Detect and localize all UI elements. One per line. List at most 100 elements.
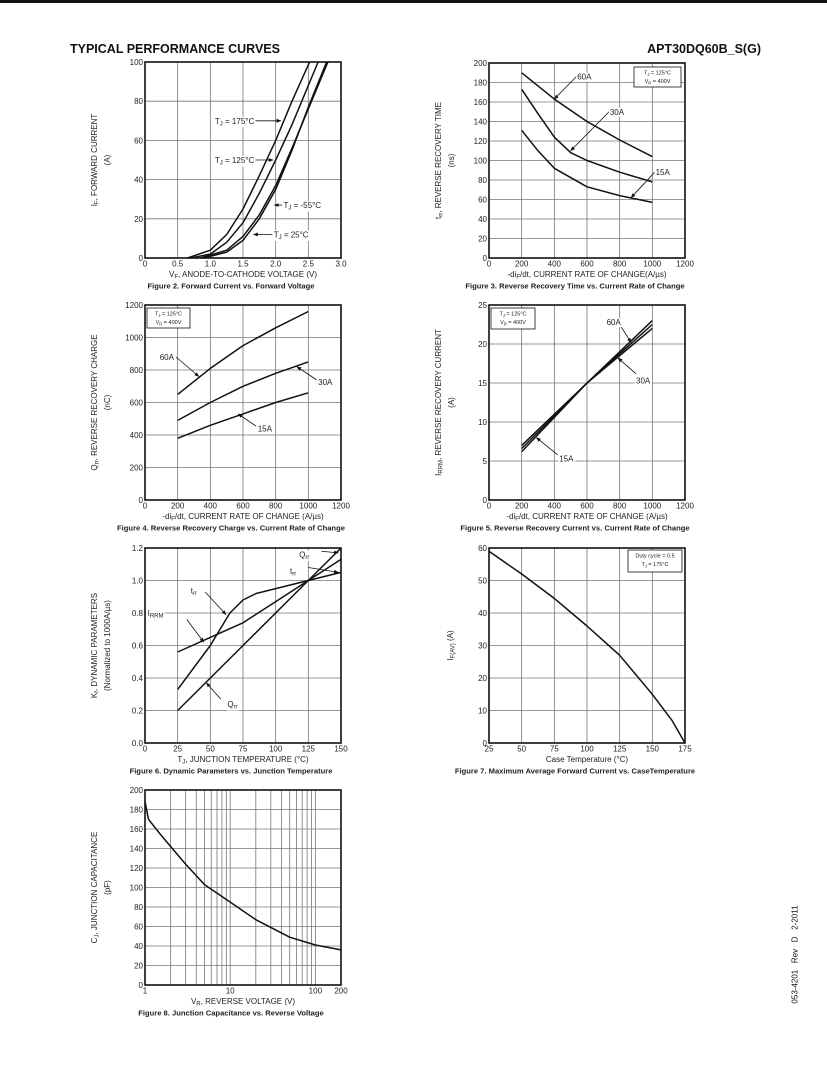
y-axis-label: IRRM, REVERSE RECOVERY CURRENT — [434, 329, 445, 476]
conditions-box — [146, 307, 191, 329]
annotation-label: Qrr — [227, 700, 237, 711]
subscript: J — [158, 313, 160, 318]
x-tick-label: 50 — [206, 745, 215, 754]
annotation-label: Qrr — [299, 551, 309, 562]
chart-figure-4: 0 200 400 600 800 1000 1200 0 200 400 600 800 1000 12… — [90, 301, 350, 533]
y-tick-label: 200 — [130, 786, 144, 795]
x-tick-label: 1.5 — [237, 260, 249, 269]
text-segment: C — [90, 937, 99, 943]
annotation-label: IRRM — [148, 609, 164, 620]
y-tick-label: 80 — [134, 903, 143, 912]
annotation-arrow — [206, 682, 222, 700]
series-line — [187, 61, 311, 259]
y-tick-label: 1000 — [125, 334, 143, 343]
text-segment: , REVERSE VOLTAGE (V) — [201, 997, 296, 1006]
y-tick-label: 1.2 — [132, 544, 144, 553]
figure-caption: Figure 8. Junction Capacitance vs. Rever… — [138, 1009, 324, 1018]
text-segment: -di — [162, 512, 171, 521]
annotation-label-bg — [605, 318, 623, 328]
subscript: J — [95, 935, 101, 938]
text-segment: t — [290, 567, 293, 576]
subscript: rr — [292, 571, 296, 577]
y-tick-label: 30 — [478, 642, 487, 651]
y-tick-label: 200 — [474, 59, 488, 68]
x-tick-label: 0 — [487, 260, 492, 269]
x-tick-label: 25 — [485, 745, 494, 754]
annotation-label-bg — [189, 586, 198, 597]
conditions-text: Duty cycle = 0.5 — [635, 554, 674, 560]
text-segment: , JUNCTION CAPACITANCE — [90, 832, 99, 935]
x-tick-label: 200 — [515, 260, 529, 269]
text-segment: /dt, CURRENT RATE OF CHANGE (A/µs) — [175, 512, 324, 521]
text-segment: 15A — [559, 455, 574, 464]
x-tick-label: 800 — [269, 502, 283, 511]
y-tick-label: 800 — [130, 366, 144, 375]
subscript: F — [171, 517, 175, 523]
text-segment: V — [169, 270, 175, 279]
y-tick-label: 50 — [478, 577, 487, 586]
text-segment: 15A — [656, 168, 671, 177]
series-line — [144, 801, 342, 951]
y-axis-label: (pF) — [103, 880, 112, 895]
text-segment: T — [274, 230, 279, 239]
series-line — [177, 571, 342, 653]
y-tick-label: 1.0 — [132, 577, 144, 586]
annotation-label: 15A — [656, 168, 671, 177]
conditions-text: VR = 400V — [500, 320, 526, 327]
x-axis-label: VF, ANODE-TO-CATHODE VOLTAGE (V) — [169, 270, 317, 281]
y-tick-label: 600 — [130, 399, 144, 408]
x-tick-label: 100 — [580, 745, 594, 754]
x-tick-label: 200 — [515, 502, 529, 511]
y-tick-label: 40 — [478, 215, 487, 224]
subscript: R — [196, 1002, 201, 1008]
text-segment: = -55°C — [291, 201, 321, 210]
x-tick-label: 100 — [309, 987, 323, 996]
text-segment: t — [191, 586, 194, 595]
text-segment: = 175°C — [647, 562, 669, 568]
x-tick-label: 175 — [678, 745, 692, 754]
figure-caption: Figure 2. Forward Current vs. Forward Vo… — [148, 282, 315, 291]
annotation-arrow — [204, 591, 227, 615]
conditions-text: VR = 400V — [156, 320, 182, 327]
y-tick-label: 180 — [474, 79, 488, 88]
x-tick-label: 800 — [613, 260, 627, 269]
y-tick-label: 0.4 — [132, 674, 144, 683]
subscript: f — [95, 691, 101, 693]
subscript: rr — [95, 460, 101, 464]
x-tick-label: 150 — [334, 745, 348, 754]
x-tick-label: 1 — [143, 987, 148, 996]
x-axis-label: -diF/dt, CURRENT RATE OF CHANGE(A/µs) — [507, 270, 666, 281]
text-segment: V — [500, 320, 504, 326]
x-tick-label: 150 — [646, 745, 660, 754]
annotation-arrow — [570, 111, 610, 152]
y-tick-label: 120 — [474, 137, 488, 146]
y-axis-label: (ns) — [447, 153, 456, 167]
text-segment: t — [434, 216, 443, 219]
x-tick-label: 600 — [580, 502, 594, 511]
series-line — [177, 392, 309, 439]
subscript: J — [182, 760, 185, 766]
subscript: J — [503, 313, 505, 318]
chart-figure-3: 0 200 400 600 800 1000 1200 0 20 40 60 80 100 120 140 1… — [434, 59, 694, 291]
subscript: F(AV) — [451, 643, 457, 658]
y-tick-label: 0.6 — [132, 642, 144, 651]
annotation-label-bg — [213, 116, 256, 128]
x-tick-label: 75 — [550, 745, 559, 754]
y-tick-label: 60 — [478, 544, 487, 553]
y-tick-label: 60 — [134, 923, 143, 932]
text-segment: /dt, CURRENT RATE OF CHANGE (A/µs) — [519, 512, 668, 521]
text-segment: = 400V — [162, 320, 181, 326]
y-tick-label: 0.2 — [132, 707, 144, 716]
y-axis-label: trr, REVERSE RECOVERY TIME — [434, 102, 445, 219]
series-line — [190, 61, 319, 259]
text-segment: = 400V — [507, 320, 526, 326]
subscript: rr — [234, 705, 238, 711]
annotation-label: TJ = -55°C — [284, 201, 322, 212]
text-segment: Duty cycle = 0.5 — [635, 554, 674, 560]
y-axis-label: (A) — [103, 154, 112, 165]
text-segment: T — [215, 117, 220, 126]
text-segment: 30A — [318, 378, 333, 387]
x-tick-label: 1200 — [676, 502, 694, 511]
x-tick-label: 10 — [226, 987, 235, 996]
text-segment: (A) — [446, 630, 455, 643]
